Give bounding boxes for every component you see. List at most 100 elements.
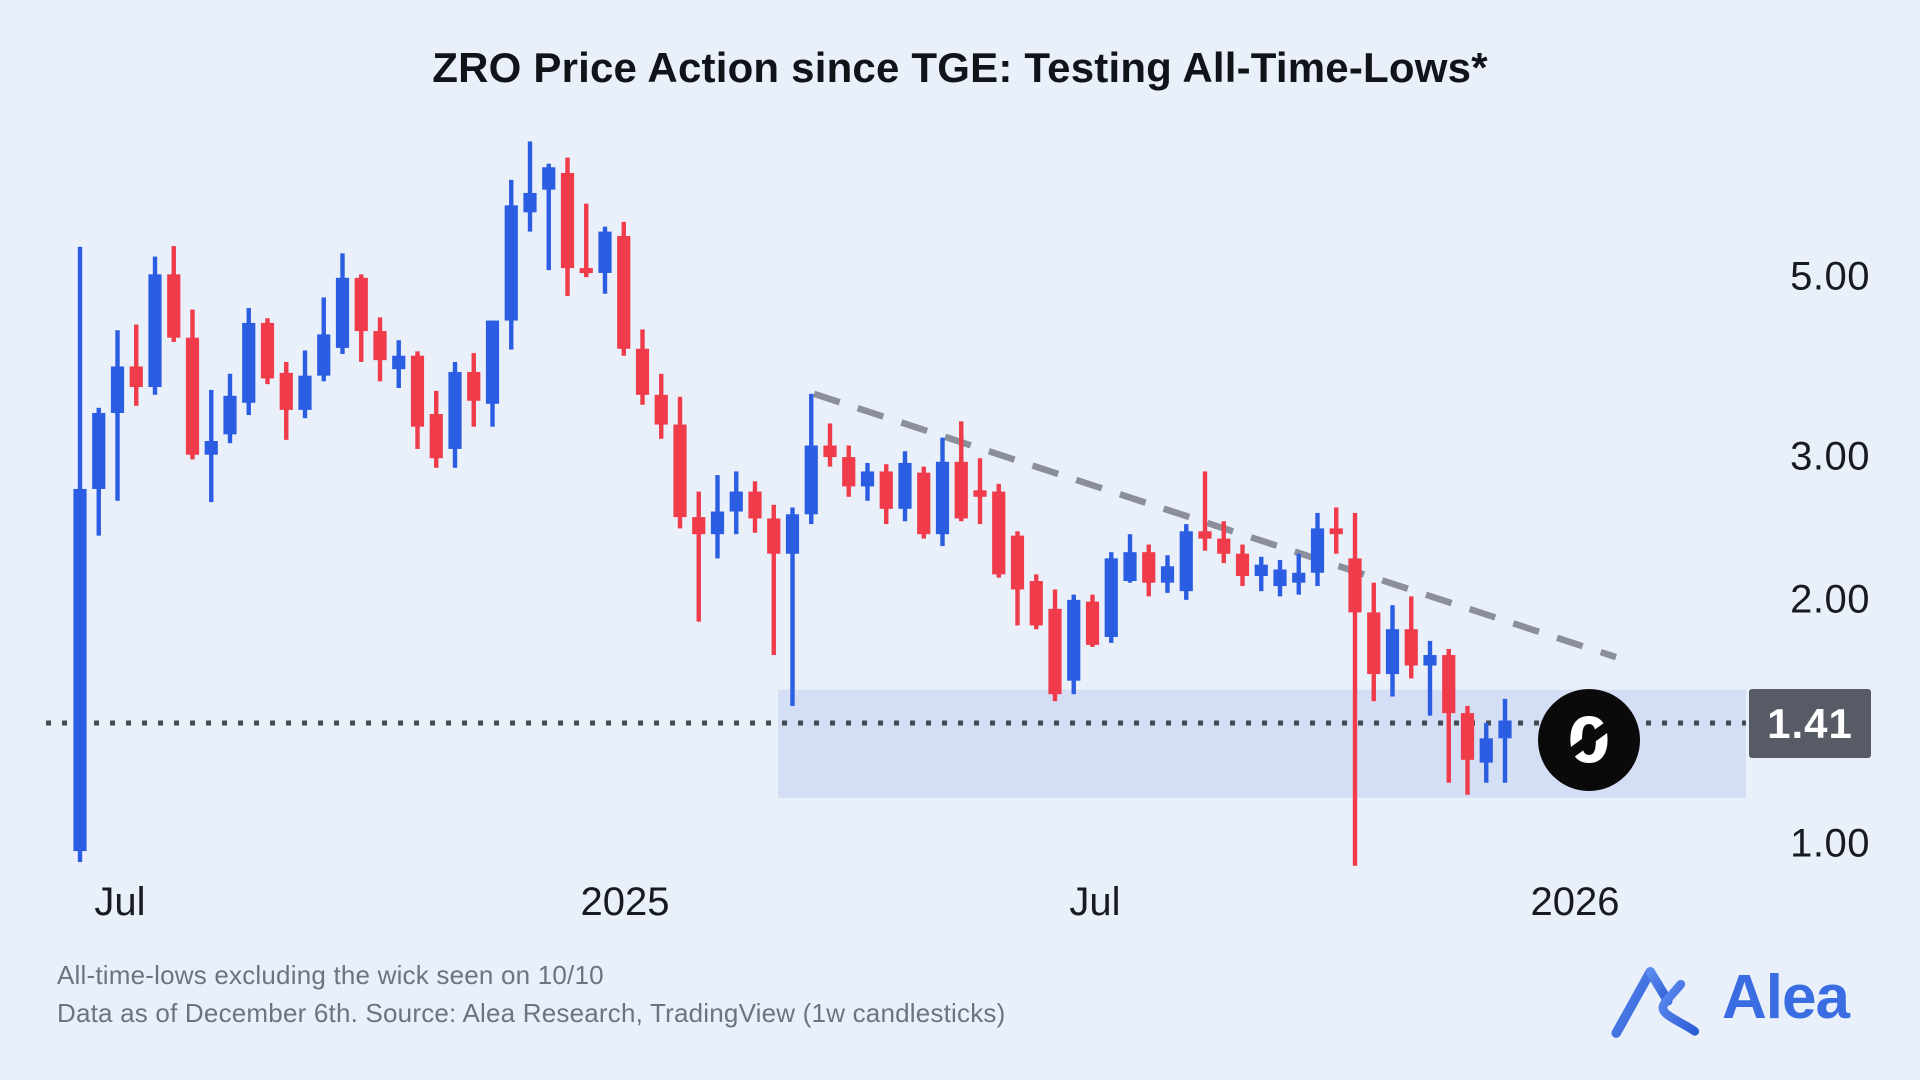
candle-wick — [584, 203, 589, 278]
candle-body-down — [185, 337, 200, 455]
candle-body-down — [973, 490, 987, 497]
candle-body-down — [279, 372, 293, 410]
candle-wick — [1352, 512, 1358, 866]
candle-body-down — [1460, 713, 1475, 760]
candle-body-up — [523, 192, 537, 213]
candle-body-up — [1104, 558, 1118, 637]
candle-body-up — [1310, 528, 1325, 573]
candle-wick — [696, 491, 701, 622]
candle-body-down — [579, 268, 593, 274]
candle-wick — [1446, 648, 1451, 783]
candle-body-down — [823, 445, 837, 458]
candle-body-up — [223, 395, 237, 435]
candle-body-down — [1329, 528, 1343, 535]
candle-body-down — [1198, 531, 1212, 539]
candle-body-down — [354, 277, 368, 332]
footnote-line1: All-time-lows excluding the wick seen on… — [57, 960, 604, 990]
y-axis-tick-label: 5.00 — [1790, 254, 1870, 299]
candle-body-up — [317, 334, 331, 376]
current-price-value: 1.41 — [1767, 699, 1853, 747]
candle-body-up — [485, 320, 500, 404]
candle-wick — [1427, 640, 1433, 716]
alea-logo-text: Alea — [1722, 963, 1850, 1032]
candle-wick — [771, 504, 776, 656]
candle-body-down — [673, 424, 687, 518]
y-axis-tick-label: 2.00 — [1790, 577, 1870, 622]
alea-mountain-swoosh-icon — [1611, 967, 1700, 1038]
candle-body-up — [804, 445, 818, 515]
candle-wick — [527, 141, 533, 232]
candle-body-down — [635, 348, 650, 395]
x-axis-tick-label: 2026 — [1530, 880, 1620, 924]
candle-body-down — [1010, 535, 1025, 590]
layerzero-glyph-slash — [1565, 720, 1613, 760]
candle-body-up — [785, 514, 800, 554]
candle-body-up — [935, 461, 950, 535]
candle-wick — [790, 507, 795, 706]
candle-body-down — [1142, 552, 1156, 583]
candle-body-up — [1160, 566, 1175, 583]
candle-body-up — [298, 375, 312, 410]
candle-body-up — [204, 440, 218, 455]
candle-body-up — [1292, 572, 1306, 583]
candle-body-down — [429, 414, 443, 459]
candle-body-down — [560, 173, 575, 269]
candle-body-down — [1085, 601, 1100, 645]
candle-body-down — [767, 518, 781, 554]
current-price-label: 1.41 — [1749, 689, 1871, 758]
candle-body-down — [1048, 608, 1062, 695]
x-axis-tick-label: 2025 — [580, 880, 670, 924]
candle-body-down — [617, 235, 631, 349]
candle-body-down — [879, 471, 893, 509]
chart-title: ZRO Price Action since TGE: Testing All-… — [432, 44, 1488, 91]
candle-body-up — [448, 371, 462, 449]
candle-body-up — [1179, 531, 1193, 592]
candle-body-down — [1217, 538, 1231, 554]
candle-body-up — [1498, 720, 1512, 739]
candle-body-down — [129, 366, 143, 388]
candle-body-down — [1442, 655, 1456, 714]
candle-body-up — [242, 322, 256, 403]
candle-body-down — [260, 322, 275, 379]
candle-body-up — [598, 231, 612, 273]
trendline-dashed — [812, 390, 1618, 661]
candle-body-up — [1123, 552, 1137, 582]
candle-body-up — [1479, 738, 1493, 763]
candle-body-up — [335, 277, 350, 348]
candle-body-up — [710, 511, 725, 535]
candle-body-down — [842, 457, 856, 487]
candle-body-down — [992, 491, 1006, 575]
candle-wick — [134, 324, 139, 406]
candle-body-down — [467, 371, 481, 401]
candle-body-down — [917, 472, 931, 535]
x-axis-tick-label: Jul — [1069, 880, 1121, 924]
candle-body-up — [148, 274, 162, 388]
candle-body-up — [542, 167, 556, 190]
candle-body-down — [654, 394, 668, 425]
candle-body-down — [410, 355, 425, 427]
y-axis-tick-label: 1.00 — [1790, 821, 1870, 866]
candle-body-up — [1385, 629, 1400, 675]
candle-wick — [1202, 471, 1208, 551]
candle-body-up — [1273, 569, 1287, 587]
alea-logo: Alea — [1600, 958, 1900, 1058]
candle-body-up — [1423, 655, 1437, 666]
candle-wick — [546, 163, 551, 271]
footnote-line2: Data as of December 6th. Source: Alea Re… — [57, 998, 1006, 1028]
candle-body-up — [729, 491, 743, 512]
candle-wick — [115, 330, 120, 501]
candle-body-up — [1254, 564, 1268, 577]
candle-body-up — [898, 462, 912, 509]
candle-body-down — [373, 331, 387, 361]
candle-body-up — [860, 471, 875, 487]
candle-body-down — [748, 491, 762, 519]
candle-body-up — [73, 488, 87, 852]
candle-body-down — [1348, 558, 1362, 613]
candle-body-down — [954, 461, 968, 519]
x-axis-tick-label: Jul — [94, 880, 146, 924]
candle-body-down — [692, 517, 706, 535]
candle-body-up — [92, 412, 106, 489]
candle-body-up — [1067, 599, 1081, 681]
